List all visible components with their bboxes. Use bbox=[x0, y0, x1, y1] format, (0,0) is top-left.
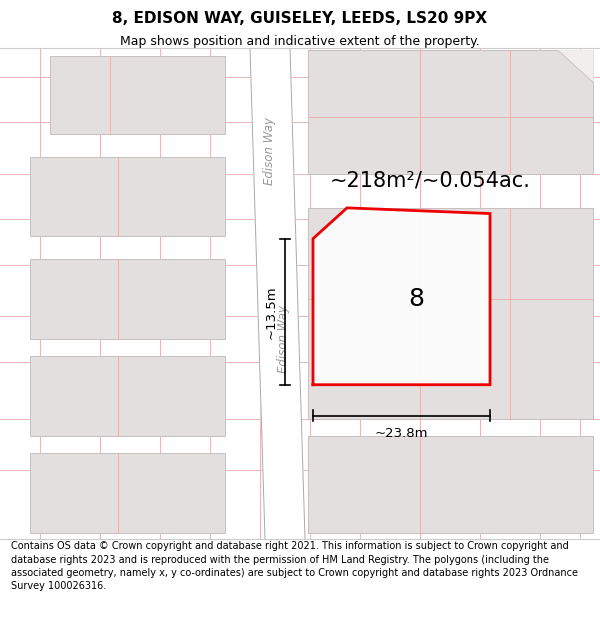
Polygon shape bbox=[558, 51, 593, 82]
Text: ~218m²/~0.054ac.: ~218m²/~0.054ac. bbox=[329, 171, 530, 191]
Bar bbox=[308, 208, 593, 419]
Bar bbox=[308, 436, 593, 533]
Text: Edison Way: Edison Way bbox=[277, 305, 290, 373]
Text: 8, EDISON WAY, GUISELEY, LEEDS, LS20 9PX: 8, EDISON WAY, GUISELEY, LEEDS, LS20 9PX bbox=[112, 11, 488, 26]
Bar bbox=[308, 51, 593, 174]
Polygon shape bbox=[313, 208, 490, 385]
Polygon shape bbox=[250, 48, 305, 539]
Bar bbox=[50, 56, 225, 134]
Text: Map shows position and indicative extent of the property.: Map shows position and indicative extent… bbox=[120, 34, 480, 48]
Bar bbox=[30, 156, 225, 236]
Text: Edison Way: Edison Way bbox=[263, 117, 277, 185]
Bar bbox=[30, 259, 225, 339]
Text: ~13.5m: ~13.5m bbox=[265, 285, 278, 339]
Bar bbox=[30, 453, 225, 533]
Text: 8: 8 bbox=[409, 287, 425, 311]
Text: Contains OS data © Crown copyright and database right 2021. This information is : Contains OS data © Crown copyright and d… bbox=[11, 541, 578, 591]
Bar bbox=[30, 356, 225, 436]
Text: ~23.8m: ~23.8m bbox=[375, 427, 428, 440]
